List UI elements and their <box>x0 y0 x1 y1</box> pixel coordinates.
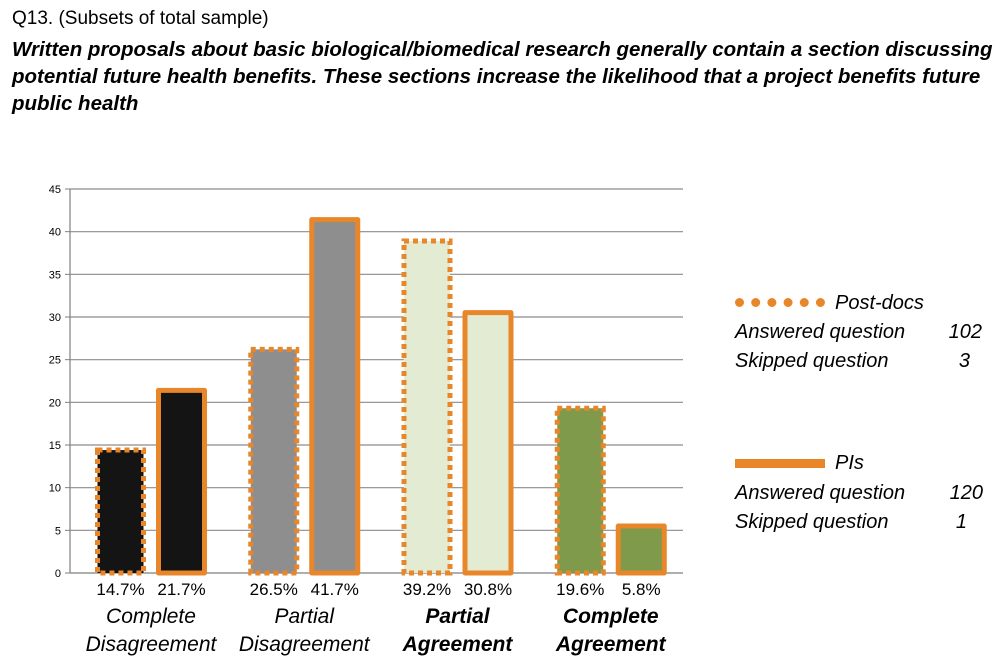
bar-post-docs-2 <box>248 346 300 576</box>
legend-pis-skipped-label: Skipped question <box>735 511 889 533</box>
legend-pis-name: PIs <box>835 452 864 474</box>
y-tick-label: 15 <box>49 440 61 452</box>
legend-post-docs-skipped-value: 3 <box>958 350 970 372</box>
category-label: Partial <box>425 605 490 628</box>
legend-post-docs-answered-label: Answered question <box>735 321 906 343</box>
category-label: Disagreement <box>239 633 371 656</box>
data-label: 14.7% <box>96 580 144 599</box>
data-label: 39.2% <box>403 580 451 599</box>
category-label: Agreement <box>555 633 667 656</box>
bar-pis-4 <box>615 523 667 576</box>
y-tick-label: 35 <box>49 269 61 281</box>
question-text: Written proposals about basic biological… <box>12 38 993 115</box>
y-tick-label: 0 <box>55 568 61 580</box>
y-tick-label: 5 <box>55 525 61 537</box>
legend-pis-answered-label: Answered question <box>735 482 906 504</box>
legend-post-docs-answered-value: 102 <box>948 321 982 343</box>
y-tick-label: 10 <box>49 483 61 495</box>
legend-pis-answered: Answered question 120 <box>735 482 983 505</box>
data-label: 5.8% <box>622 580 661 599</box>
legend-post-docs-name: Post-docs <box>835 292 924 314</box>
category-label: Agreement <box>402 633 514 656</box>
category-label: Partial <box>274 605 335 628</box>
category-label: Complete <box>106 605 196 628</box>
category-label: Complete <box>563 605 659 628</box>
legend-pis-skipped: Skipped question 1 <box>735 511 967 534</box>
legend-post-docs-skipped: Skipped question 3 <box>735 350 970 373</box>
bar-pis-3 <box>462 310 514 576</box>
y-tick-label: 30 <box>49 312 61 324</box>
legend-post-docs-swatch <box>735 298 825 307</box>
y-tick-label: 40 <box>49 227 61 239</box>
legend-pis-answered-value: 120 <box>949 482 983 504</box>
legend-pis-skipped-value: 1 <box>955 511 967 533</box>
y-tick-label: 45 <box>49 184 61 196</box>
bar-post-docs-3 <box>401 238 453 576</box>
bar-post-docs-4 <box>554 405 606 576</box>
data-label: 41.7% <box>311 580 359 599</box>
legend-post-docs-answered: Answered question 102 <box>735 321 982 344</box>
data-label: 26.5% <box>250 580 298 599</box>
bar-pis-1 <box>156 387 207 576</box>
y-tick-label: 20 <box>49 397 61 409</box>
data-label: 19.6% <box>556 580 604 599</box>
legend-post-docs-skipped-label: Skipped question <box>735 350 889 372</box>
question-number: Q13. (Subsets of total sample) <box>12 8 269 29</box>
category-label: Disagreement <box>86 633 218 656</box>
legend-pis-swatch <box>735 459 825 468</box>
y-tick-label: 25 <box>49 355 61 367</box>
data-label: 21.7% <box>157 580 205 599</box>
data-label: 30.8% <box>464 580 512 599</box>
bar-pis-2 <box>309 217 361 576</box>
bar-post-docs-1 <box>95 447 146 576</box>
